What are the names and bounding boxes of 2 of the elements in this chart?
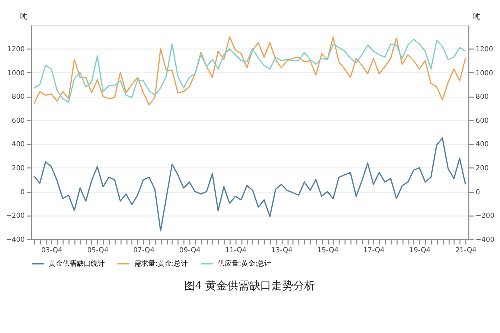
line-series bbox=[34, 138, 466, 232]
text: 图4 黄金供需缺口走势分析 bbox=[184, 279, 316, 292]
